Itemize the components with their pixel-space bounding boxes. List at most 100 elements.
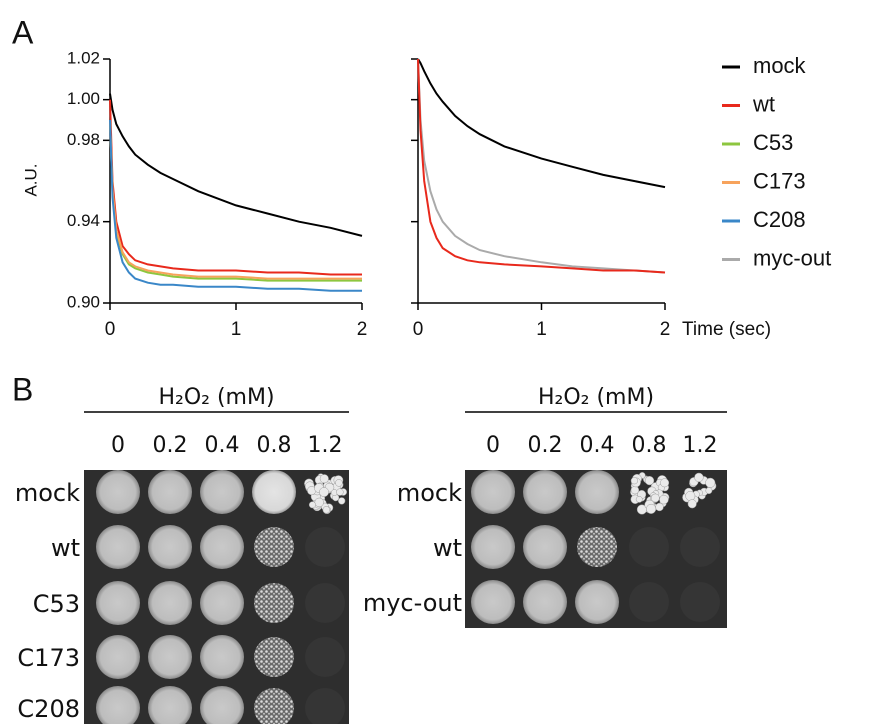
row-label: C208: [17, 695, 80, 723]
colony: [630, 485, 640, 495]
spot: [471, 580, 515, 624]
colony: [694, 472, 704, 483]
legend-label: myc-out: [753, 245, 831, 270]
colony: [705, 477, 716, 488]
concentration-label: 0.2: [528, 433, 563, 458]
spot: [148, 635, 192, 679]
x-tick-label: 2: [357, 319, 368, 340]
spot: [523, 470, 567, 514]
colony: [630, 477, 638, 485]
concentration-label: 1.2: [308, 433, 343, 458]
data-line: [417, 58, 666, 274]
spot: [629, 527, 669, 567]
spot: [148, 686, 192, 724]
legend-label: mock: [753, 53, 807, 78]
concentration-label: 0.2: [153, 433, 188, 458]
colony: [338, 497, 346, 505]
spot: [254, 637, 294, 677]
spot: [96, 581, 140, 625]
concentration-label: 0.8: [257, 433, 292, 458]
data-line: [417, 58, 666, 274]
data-line: [109, 119, 362, 280]
colony: [322, 506, 330, 514]
spot: [96, 635, 140, 679]
colony: [635, 496, 643, 503]
spot: [200, 635, 244, 679]
panel-label: B: [12, 371, 33, 407]
legend-label: C208: [753, 207, 806, 232]
row-label: C53: [33, 590, 80, 618]
y-axis-label: A.U.: [21, 163, 40, 196]
plate-header: H₂O₂ (mM): [538, 385, 654, 410]
colony: [336, 488, 344, 496]
colony: [319, 474, 329, 484]
colony: [685, 491, 696, 501]
spot: [471, 470, 515, 514]
spot: [200, 581, 244, 625]
x-tick-label: 1: [231, 319, 242, 340]
y-tick-label: 1.00: [67, 89, 100, 108]
spot: [200, 470, 244, 514]
spot: [575, 580, 619, 624]
x-tick-label: 0: [105, 319, 116, 340]
spot: [254, 527, 294, 567]
spot: [148, 470, 192, 514]
row-label: mock: [397, 479, 462, 507]
colony: [659, 494, 669, 505]
y-tick-label: 0.94: [67, 211, 100, 230]
spot: [148, 525, 192, 569]
data-line: [417, 58, 666, 189]
concentration-label: 0.8: [632, 433, 667, 458]
concentration-label: 0: [486, 433, 500, 458]
plate-header: H₂O₂ (mM): [158, 385, 274, 410]
y-tick-label: 0.98: [67, 130, 100, 149]
colony: [335, 479, 343, 487]
legend-label: C173: [753, 168, 806, 193]
spot: [254, 583, 294, 623]
spot: [305, 527, 345, 567]
spot: [629, 582, 669, 622]
colony: [308, 501, 316, 509]
spot: [680, 527, 720, 567]
spot: [200, 686, 244, 724]
spot: [577, 527, 617, 567]
spot: [471, 525, 515, 569]
x-tick-label: 0: [413, 319, 424, 340]
spot: [96, 686, 140, 724]
legend-label: C53: [753, 130, 793, 155]
colony: [655, 502, 664, 512]
colony: [644, 475, 655, 486]
spot: [148, 581, 192, 625]
colony: [705, 487, 713, 494]
legend-label: wt: [752, 91, 775, 116]
x-tick-label: 2: [660, 319, 671, 340]
y-tick-label: 1.02: [67, 48, 100, 67]
concentration-label: 0.4: [205, 433, 240, 458]
spot: [96, 525, 140, 569]
row-label: wt: [433, 534, 462, 562]
row-label: mock: [15, 479, 80, 507]
row-label: wt: [51, 534, 80, 562]
spot: [305, 688, 345, 724]
data-line: [109, 119, 362, 292]
concentration-label: 0.4: [580, 433, 615, 458]
spot: [305, 637, 345, 677]
concentration-label: 1.2: [683, 433, 718, 458]
colony: [646, 503, 657, 514]
colony: [687, 499, 697, 509]
spot: [575, 470, 619, 514]
data-line: [109, 93, 363, 237]
spot: [523, 580, 567, 624]
spot: [680, 582, 720, 622]
spot: [305, 583, 345, 623]
colony: [650, 493, 660, 503]
colony: [314, 497, 324, 508]
row-label: C173: [17, 644, 80, 672]
spot: [252, 470, 296, 514]
y-tick-label: 0.90: [67, 292, 100, 311]
spot: [96, 470, 140, 514]
data-line: [109, 99, 362, 276]
spot: [200, 525, 244, 569]
data-line: [109, 119, 362, 282]
